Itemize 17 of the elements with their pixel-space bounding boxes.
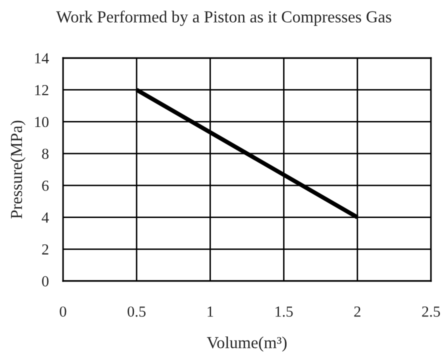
y-tick-label: 10 xyxy=(35,116,49,128)
y-tick-label: 12 xyxy=(35,85,48,96)
x-tick-label: 2.5 xyxy=(422,306,440,317)
y-tick-label: 6 xyxy=(42,180,49,191)
x-tick-label: 1 xyxy=(208,306,214,317)
x-tick-label: 0.5 xyxy=(128,306,146,317)
x-tick-label: 2 xyxy=(354,306,360,317)
x-tick-label: 0 xyxy=(60,306,66,317)
chart-title: Work Performed by a Piston as it Compresses Gas xyxy=(56,10,392,26)
y-tick-label: 14 xyxy=(35,53,49,64)
y-tick-label: 8 xyxy=(42,148,49,160)
x-tick-label: 1.5 xyxy=(276,306,293,317)
x-axis-title: Volume(m³) xyxy=(206,336,287,352)
y-tick-label: 4 xyxy=(42,212,49,223)
y-axis-title: Pressure(MPa) xyxy=(10,120,26,219)
y-tick-label: 2 xyxy=(42,244,48,254)
y-tick-label: 0 xyxy=(42,276,49,286)
